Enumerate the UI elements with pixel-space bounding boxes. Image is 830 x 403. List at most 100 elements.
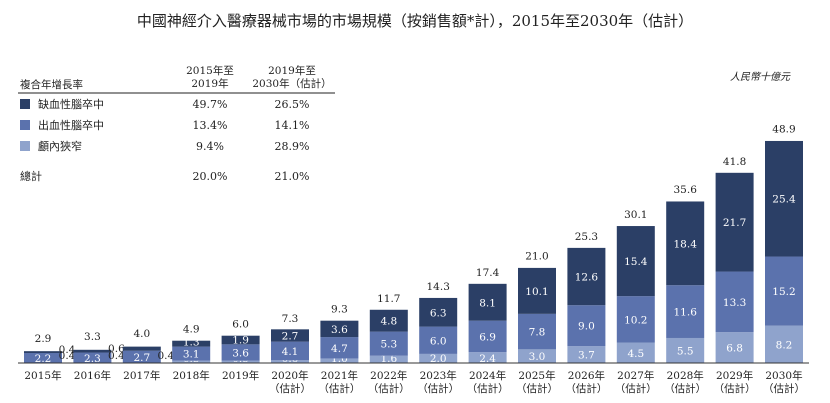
bar-segment: [271, 329, 309, 342]
unit-label: 人民幣十億元: [730, 71, 791, 83]
x-tick-label: 2018年: [173, 369, 210, 382]
segment-value-label: 7.8: [529, 327, 546, 339]
legend-swatch: [20, 99, 30, 109]
bar-segment: [616, 296, 655, 343]
segment-value-label: 15.4: [624, 256, 648, 268]
bar-segment: [666, 337, 705, 363]
bar-segment: [369, 331, 408, 356]
bar-segment: [172, 346, 211, 361]
bar-segment: [221, 360, 260, 363]
bar-total-label: 17.4: [476, 267, 500, 279]
bar-segment: [369, 355, 408, 363]
segment-value-label: 3.1: [183, 349, 200, 361]
legend-swatch: [20, 120, 30, 130]
x-tick-label: （估計）: [417, 382, 459, 395]
bar-segment: [419, 353, 458, 363]
table-row-cagr-2: 26.5%: [275, 98, 310, 111]
segment-value-label: 1.6: [380, 353, 397, 365]
bar-segment: [221, 344, 260, 361]
bar-segment: [616, 226, 655, 297]
x-tick-label: 2017年: [123, 369, 160, 382]
bar-segment: [715, 271, 754, 333]
segment-value-label: 13.3: [723, 297, 746, 309]
x-tick-label: 2029年: [716, 369, 753, 382]
segment-value-label: 6.8: [726, 343, 743, 355]
x-tick-label: （估計）: [467, 382, 509, 395]
bar-segment: [468, 352, 507, 363]
segment-value-label: 3.6: [232, 348, 249, 360]
table-row-label: 顱內狹窄: [38, 139, 82, 153]
x-axis: 2015年 2016年 2017年 2018年 2019年 2020年（估計）2021年（…: [18, 362, 809, 395]
x-tick-label: 2028年: [667, 369, 704, 382]
segment-value-label: 5.5: [677, 345, 694, 357]
bar-segment: [468, 283, 507, 321]
bar-segment: [567, 346, 606, 363]
segment-value-label: 4.1: [282, 346, 299, 358]
segment-value-label: 2.2: [35, 353, 52, 365]
x-tick-label: （估計）: [565, 382, 607, 395]
side-value-label: 0.6: [108, 343, 125, 355]
table-row-label: 出血性腦卒中: [38, 118, 104, 132]
chart-title: 中國神經介入醫療器械市場的市場規模（按銷售額*計），2015年至2030年（估計…: [137, 12, 693, 30]
segment-value-label: 3.0: [529, 351, 546, 363]
bar-total-label: 7.3: [282, 313, 299, 325]
segment-value-label: 3.7: [578, 350, 595, 362]
table-row-label: 總計: [20, 169, 42, 183]
bar-segment: [765, 256, 803, 326]
table-row-cagr-1: 20.0%: [193, 170, 228, 183]
x-tick-label: （估計）: [318, 382, 360, 395]
bar-total-label: 30.1: [624, 209, 647, 221]
segment-value-label: 2.7: [282, 330, 299, 342]
segment-value-label: 5.3: [380, 339, 397, 351]
x-tick-label: 2015年: [24, 369, 61, 382]
bar-segment: [172, 360, 211, 363]
segment-value-label: 10.2: [624, 314, 647, 326]
side-value-label: 0.4: [157, 350, 174, 362]
table-row-cagr-2: 14.1%: [275, 119, 310, 132]
bar-segment: [419, 297, 458, 327]
bar-total-label: 9.3: [331, 304, 348, 316]
segment-value-label: 3.6: [331, 324, 348, 336]
table-header-period-1: 2019年: [191, 77, 228, 90]
x-tick-label: 2026年: [568, 369, 605, 382]
x-tick-label: 2019年: [222, 369, 259, 382]
x-tick-label: 2016年: [74, 369, 111, 382]
x-tick-label: （估計）: [714, 382, 756, 395]
segment-value-label: 21.7: [723, 217, 746, 229]
bar-segment: [24, 352, 62, 363]
bar-segment: [24, 351, 62, 353]
segment-value-label: 4.7: [331, 343, 348, 355]
table-row-cagr-1: 13.4%: [193, 119, 228, 132]
legend-swatch: [20, 141, 30, 151]
bar-segment: [567, 247, 606, 306]
segment-value-label: 6.9: [479, 331, 496, 343]
segment-value-label: 9.0: [578, 321, 595, 333]
segment-value-label: 25.4: [772, 194, 796, 206]
x-tick-label: （估計）: [763, 382, 805, 395]
table-header-label: 複合年增長率: [20, 78, 83, 91]
x-tick-label: 2022年: [370, 369, 407, 382]
bar-segment: [73, 349, 112, 353]
bar-total-label: 41.8: [723, 156, 746, 168]
table-header-period-2: 2030年（估計）: [252, 77, 331, 90]
x-tick-label: 2024年: [469, 369, 506, 382]
segment-value-label: 8.1: [479, 297, 496, 309]
segment-value-label: 2.0: [430, 353, 447, 365]
x-tick-label: 2030年: [765, 369, 802, 382]
bar-segment: [271, 341, 309, 361]
bar-segment: [518, 313, 556, 350]
segment-value-label: 12.6: [575, 272, 599, 284]
x-tick-label: （估計）: [516, 382, 558, 395]
bar-segment: [567, 305, 606, 347]
bar-segment: [122, 346, 161, 351]
bars-layer: 2.20.40.42.92.30.40.63.32.70.44.00.53.11…: [24, 124, 803, 365]
bar-total-label: 4.0: [133, 328, 150, 340]
table-row-cagr-1: 9.4%: [196, 140, 224, 153]
segment-value-label: 15.2: [772, 286, 795, 298]
bar-total-label: 3.3: [84, 331, 101, 343]
bar-segment: [765, 140, 803, 257]
segment-value-label: 11.6: [674, 307, 698, 319]
segment-value-label: 2.3: [84, 353, 101, 365]
